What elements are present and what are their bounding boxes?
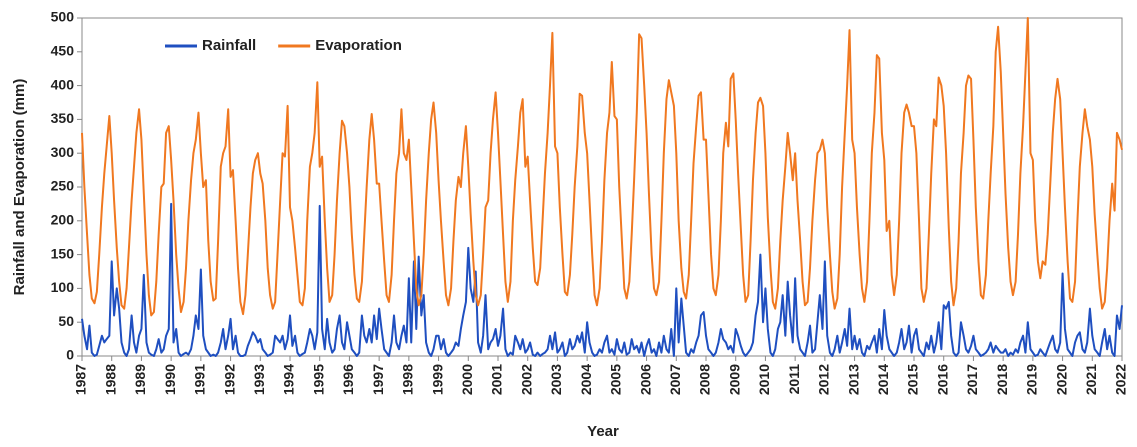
- x-tick-label: 1996: [340, 364, 356, 395]
- x-tick-label: 2017: [964, 364, 980, 395]
- x-tick-label: 2015: [905, 364, 921, 395]
- x-tick-label: 1992: [221, 364, 237, 395]
- x-tick-label: 1989: [132, 364, 148, 395]
- y-tick-label: 0: [66, 347, 74, 363]
- y-tick-label: 450: [51, 43, 75, 59]
- x-tick-label: 1997: [370, 364, 386, 395]
- x-tick-label: 2008: [697, 364, 713, 395]
- x-tick-label: 2000: [459, 364, 475, 395]
- x-tick-label: 2022: [1113, 364, 1129, 395]
- x-tick-label: 2012: [816, 364, 832, 395]
- x-tick-label: 2003: [548, 364, 564, 395]
- x-tick-label: 2004: [578, 364, 594, 395]
- x-tick-label: 1994: [281, 364, 297, 395]
- x-tick-label: 2001: [489, 364, 505, 395]
- y-tick-label: 300: [51, 144, 75, 160]
- x-tick-label: 2013: [845, 364, 861, 395]
- x-tick-label: 2010: [756, 364, 772, 395]
- x-tick-label: 2016: [934, 364, 950, 395]
- y-tick-label: 200: [51, 212, 75, 228]
- x-tick-label: 2014: [875, 364, 891, 395]
- x-tick-label: 2018: [994, 364, 1010, 395]
- x-axis-title: Year: [587, 423, 619, 440]
- y-tick-label: 500: [51, 9, 75, 25]
- y-axis-title: Rainfall and Evaporation (mm): [11, 79, 28, 296]
- x-tick-label: 2020: [1053, 364, 1069, 395]
- x-tick-label: 1987: [73, 364, 89, 395]
- y-tick-label: 400: [51, 76, 75, 92]
- x-tick-label: 2009: [726, 364, 742, 395]
- x-tick-label: 1991: [192, 364, 208, 395]
- plot-frame: [81, 17, 1123, 357]
- x-tick-label: 1995: [310, 364, 326, 395]
- series-line: [81, 17, 1123, 317]
- series-line: [81, 202, 1123, 357]
- x-tick-label: 2007: [667, 364, 683, 395]
- y-tick-label: 250: [51, 178, 75, 194]
- x-tick-label: 2011: [786, 364, 802, 395]
- y-tick-label: 150: [51, 245, 75, 261]
- y-tick-label: 100: [51, 279, 75, 295]
- x-tick-label: 1998: [400, 364, 416, 395]
- y-tick-label: 350: [51, 110, 75, 126]
- y-tick-label: 50: [58, 313, 74, 329]
- x-tick-label: 1990: [162, 364, 178, 395]
- x-tick-label: 2005: [608, 364, 624, 395]
- x-tick-label: 1999: [429, 364, 445, 395]
- legend-label: Rainfall: [202, 37, 256, 54]
- x-tick-label: 2021: [1083, 364, 1099, 395]
- x-tick-label: 2002: [518, 364, 534, 395]
- x-tick-label: 1988: [102, 364, 118, 395]
- x-tick-label: 2006: [637, 364, 653, 395]
- x-tick-label: 1993: [251, 364, 267, 395]
- legend-label: Evaporation: [315, 37, 402, 54]
- x-tick-label: 2019: [1024, 364, 1040, 395]
